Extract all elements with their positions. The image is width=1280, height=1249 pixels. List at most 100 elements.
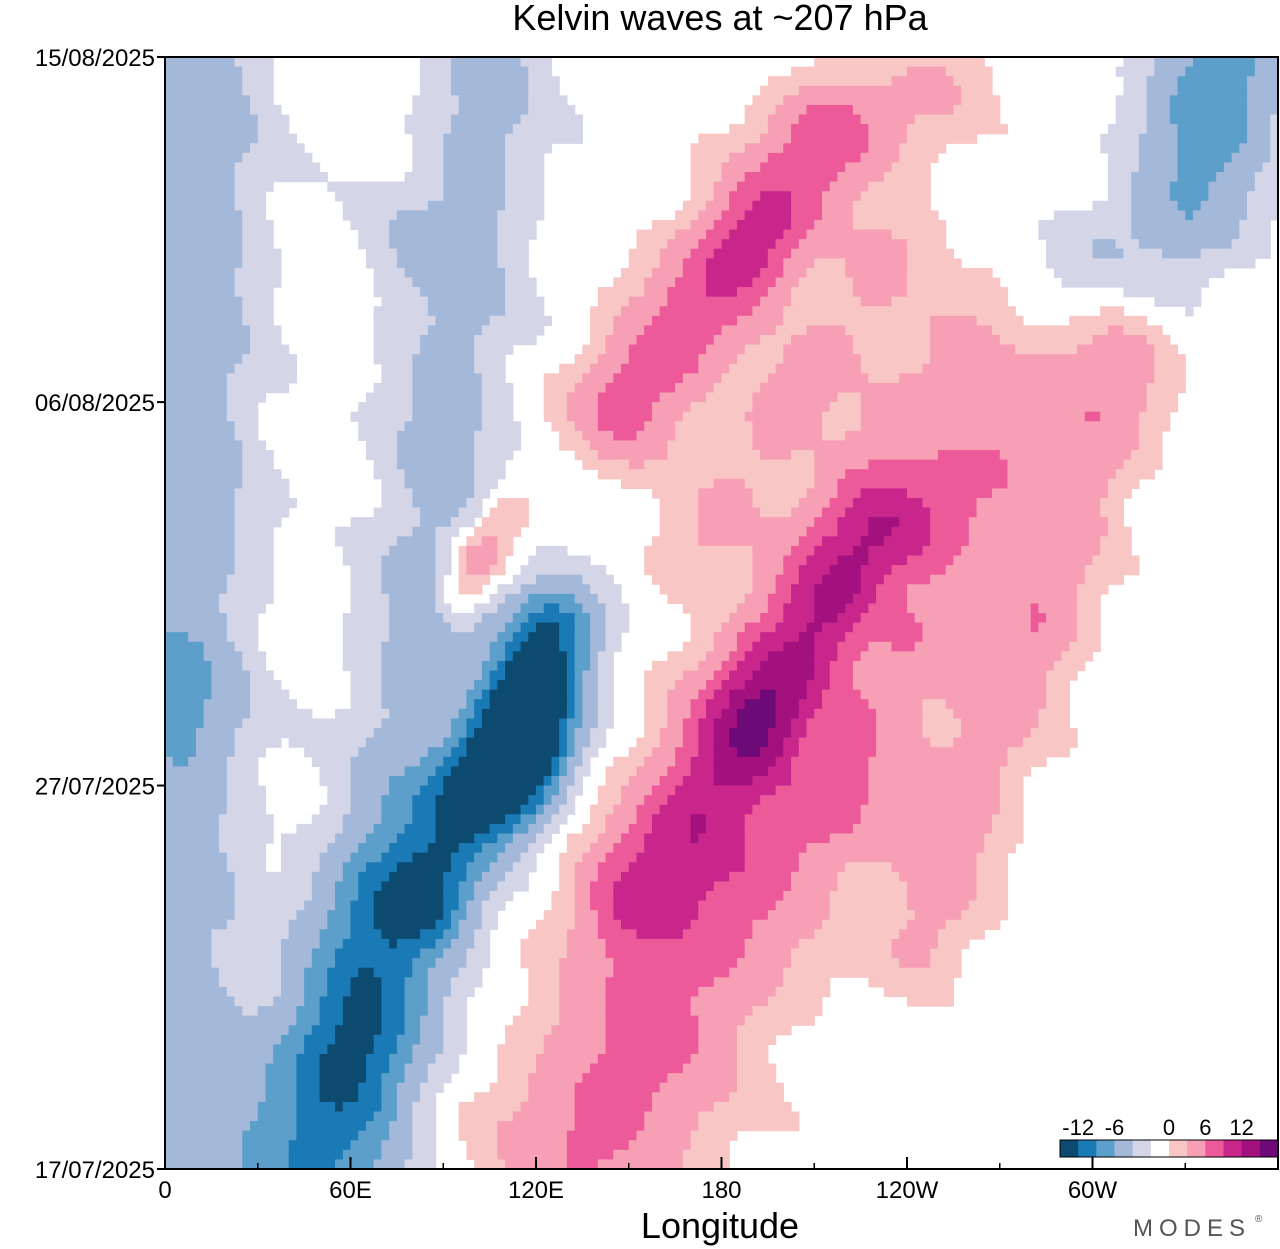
- contour-cell: [443, 1015, 468, 1026]
- contour-cell: [342, 1015, 383, 1026]
- contour-cell: [791, 133, 869, 144]
- contour-cell: [659, 1082, 738, 1093]
- contour-cell: [435, 766, 452, 777]
- contour-cell: [288, 1140, 352, 1151]
- contour-cell: [736, 708, 777, 720]
- contour-cell: [876, 747, 1009, 758]
- contour-cell: [165, 718, 205, 729]
- contour-cell: [682, 670, 715, 681]
- contour-cell: [505, 200, 545, 211]
- contour-cell: [481, 919, 498, 930]
- contour-cell: [613, 967, 730, 978]
- contour-cell: [767, 910, 831, 921]
- contour-cell: [412, 363, 475, 374]
- contour-cell: [497, 239, 529, 250]
- contour-cell: [930, 315, 978, 327]
- contour-cell: [1254, 172, 1279, 183]
- contour-cell: [605, 622, 630, 633]
- contour-cell: [992, 814, 1024, 825]
- brand-logo: MODES: [1133, 1215, 1251, 1242]
- contour-cell: [280, 833, 336, 844]
- contour-cell: [288, 919, 328, 930]
- contour-cell: [226, 756, 259, 767]
- contour-cell: [335, 536, 398, 547]
- contour-cell: [443, 756, 460, 767]
- contour-cell: [481, 670, 491, 681]
- contour-cell: [566, 660, 576, 672]
- contour-cell: [1007, 478, 1109, 489]
- contour-cell: [188, 756, 228, 767]
- contour-cell: [713, 219, 738, 231]
- contour-cell: [165, 680, 212, 691]
- contour-cell: [729, 728, 769, 739]
- contour-cell: [806, 843, 985, 854]
- contour-cell: [644, 795, 668, 806]
- contour-cell: [319, 1092, 359, 1103]
- contour-cell: [450, 910, 468, 921]
- contour-cell: [1038, 718, 1070, 729]
- contour-cell: [342, 814, 383, 825]
- contour-cell: [883, 172, 931, 183]
- contour-cell: [590, 881, 614, 892]
- contour-cell: [350, 756, 421, 767]
- contour-cell: [489, 507, 529, 518]
- contour-cell: [373, 287, 421, 298]
- contour-cell: [435, 584, 444, 595]
- contour-cell: [829, 833, 985, 844]
- contour-cell: [752, 306, 784, 317]
- contour-cell: [474, 1092, 529, 1103]
- contour-cell: [373, 354, 413, 365]
- contour-cell: [365, 248, 398, 259]
- contour-cell: [698, 689, 715, 700]
- contour-cell: [466, 948, 491, 959]
- contour-cell: [736, 219, 792, 231]
- contour-cell: [443, 133, 506, 144]
- contour-cell: [466, 699, 475, 710]
- contour-cell: [1223, 162, 1264, 173]
- contour-cell: [628, 747, 653, 758]
- contour-cell: [1247, 76, 1279, 87]
- contour-cell: [165, 95, 251, 106]
- contour-cell: [450, 766, 553, 777]
- contour-cell: [458, 104, 529, 116]
- contour-cell: [582, 689, 599, 700]
- contour-cell: [1007, 747, 1070, 758]
- contour-cell: [165, 277, 236, 288]
- contour-cell: [165, 440, 243, 451]
- contour-cell: [165, 1006, 243, 1017]
- contour-cell: [821, 200, 854, 211]
- contour-cell: [1107, 325, 1125, 336]
- contour-cell: [466, 689, 483, 700]
- contour-cell: [713, 766, 769, 777]
- contour-cell: [675, 756, 692, 767]
- contour-cell: [443, 1025, 468, 1036]
- contour-cell: [574, 1082, 661, 1093]
- contour-cell: [335, 1159, 375, 1170]
- contour-cell: [899, 143, 947, 154]
- contour-cell: [458, 565, 468, 576]
- contour-cell: [165, 373, 228, 384]
- contour-cell: [791, 948, 893, 959]
- contour-cell: [528, 823, 545, 835]
- contour-cell: [852, 344, 931, 355]
- contour-cell: [1247, 210, 1279, 221]
- contour-cell: [706, 823, 746, 835]
- contour-cell: [226, 766, 259, 777]
- contour-cell: [350, 852, 383, 863]
- contour-cell: [744, 210, 792, 221]
- contour-cell: [481, 373, 506, 384]
- contour-cell: [907, 881, 978, 892]
- contour-cell: [783, 306, 1016, 317]
- contour-cell: [1038, 622, 1078, 633]
- contour-cell: [945, 919, 1001, 930]
- contour-cell: [659, 526, 699, 537]
- contour-cell: [319, 804, 352, 815]
- contour-cell: [458, 756, 553, 767]
- contour-cell: [644, 718, 668, 729]
- contour-cell: [412, 1111, 437, 1122]
- contour-cell: [389, 593, 437, 605]
- contour-cell: [883, 574, 931, 585]
- contour-cell: [783, 258, 815, 269]
- contour-cell: [365, 450, 398, 461]
- contour-cell: [559, 871, 576, 883]
